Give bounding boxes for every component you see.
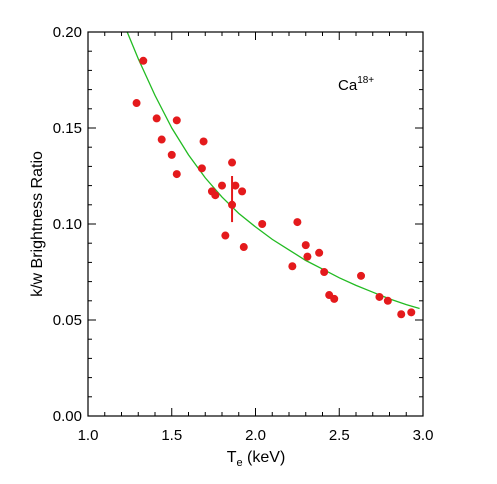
x-tick-label: 3.0 [413, 427, 434, 444]
x-axis-title-main: T [227, 449, 237, 466]
data-point [157, 135, 166, 144]
data-point [320, 268, 329, 276]
data-point [315, 248, 324, 257]
data-point [167, 150, 176, 159]
x-axis-title: Te (keV) [227, 449, 286, 469]
plot-frame [87, 31, 424, 417]
data-point [238, 187, 247, 196]
y-tick-label: 0.05 [53, 312, 82, 329]
data-point [258, 220, 267, 228]
data-point [211, 191, 220, 200]
species-annotation-main: Ca [338, 77, 358, 94]
fit-curve [126, 32, 420, 310]
data-point [301, 241, 310, 250]
data-point [303, 252, 312, 261]
x-tick-label: 1.5 [161, 427, 182, 444]
data-point [172, 170, 181, 179]
x-tick-label: 1.0 [78, 427, 99, 444]
species-annotation: Ca18+ [338, 75, 374, 94]
data-point [293, 218, 302, 227]
data-point [221, 231, 230, 240]
data-points-layer [132, 56, 416, 319]
data-point [199, 137, 208, 146]
data-point [383, 296, 392, 305]
x-axis-title-unit: (keV) [243, 449, 286, 466]
data-point [330, 294, 339, 303]
tick-labels: 1.0 1.5 2.0 2.5 3.0 0.00 0.05 0.10 0.15 0.20 [53, 24, 434, 444]
data-point [197, 164, 206, 173]
axis-ticks [87, 31, 424, 417]
data-point [152, 114, 161, 123]
data-point [228, 158, 237, 167]
data-point [407, 308, 416, 317]
x-tick-label: 2.5 [329, 427, 350, 444]
data-point [139, 56, 148, 65]
data-point [239, 243, 248, 252]
y-axis-title: k/w Brightness Ratio [29, 151, 46, 297]
y-tick-label: 0.15 [53, 120, 82, 137]
data-point [375, 292, 384, 301]
data-point [172, 116, 181, 125]
data-point [288, 262, 297, 271]
y-tick-label: 0.20 [53, 24, 82, 41]
data-point [231, 181, 240, 190]
data-point [397, 310, 406, 319]
species-annotation-superscript: 18+ [357, 75, 374, 86]
data-point [218, 181, 226, 190]
data-point [132, 99, 141, 108]
y-tick-label: 0.00 [53, 408, 82, 425]
y-tick-label: 0.10 [53, 216, 82, 233]
data-point [357, 271, 366, 280]
x-axis-title-subscript: e [236, 457, 242, 469]
x-tick-label: 2.0 [245, 427, 266, 444]
fit-curve-layer [126, 32, 420, 310]
